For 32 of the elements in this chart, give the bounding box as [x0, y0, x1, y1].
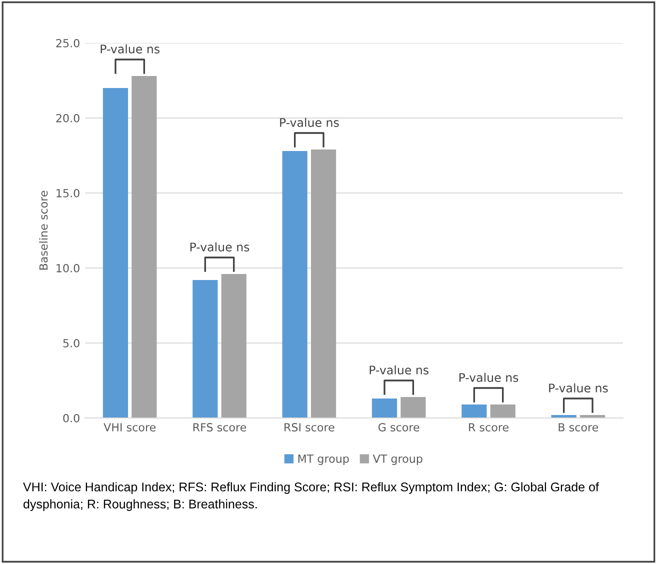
x-tick-label: RSI score	[284, 423, 334, 432]
annotation: P-value ns	[459, 372, 518, 382]
bar	[192, 280, 218, 418]
annotation: P-value ns	[549, 383, 608, 392]
bar	[221, 274, 246, 418]
annotation: P-value ns	[370, 365, 428, 374]
x-tick-label: R score	[469, 423, 508, 432]
x-tick-label: RFS score	[193, 423, 246, 432]
y-tick-label: 15.0	[56, 188, 80, 198]
y-tick-label: 25.0	[56, 38, 80, 48]
annotation: P-value ns	[190, 242, 250, 252]
bar	[282, 151, 308, 418]
legend-label: MT group	[298, 454, 349, 466]
x-tick-label: VHI score	[104, 423, 156, 432]
y-axis-title: Baseline score	[39, 190, 48, 270]
y-tick-label: 0.0	[63, 414, 80, 422]
annotation: P-value ns	[280, 118, 339, 127]
bar	[462, 404, 487, 418]
annotation: P-value ns	[100, 44, 160, 54]
bar	[132, 76, 157, 418]
bar	[400, 397, 426, 418]
y-tick-label: 10.0	[56, 264, 80, 272]
text: VHI: Voice Handicap Index; RFS: Reflux Finding Score; RSI: Reflux Symptom Index; G: Global Grade of dysphonia; R: Roughness; B: Breathiness.	[23, 482, 599, 511]
bar	[310, 150, 336, 418]
x-tick-label: G score	[378, 423, 420, 432]
bar	[372, 398, 398, 418]
bar	[102, 88, 128, 418]
legend-label: VT group	[372, 454, 422, 466]
x-tick-label: B score	[558, 423, 598, 432]
y-tick-label: 20.0	[56, 114, 80, 122]
y-tick-label: 5.0	[63, 338, 80, 348]
bar	[490, 404, 516, 418]
